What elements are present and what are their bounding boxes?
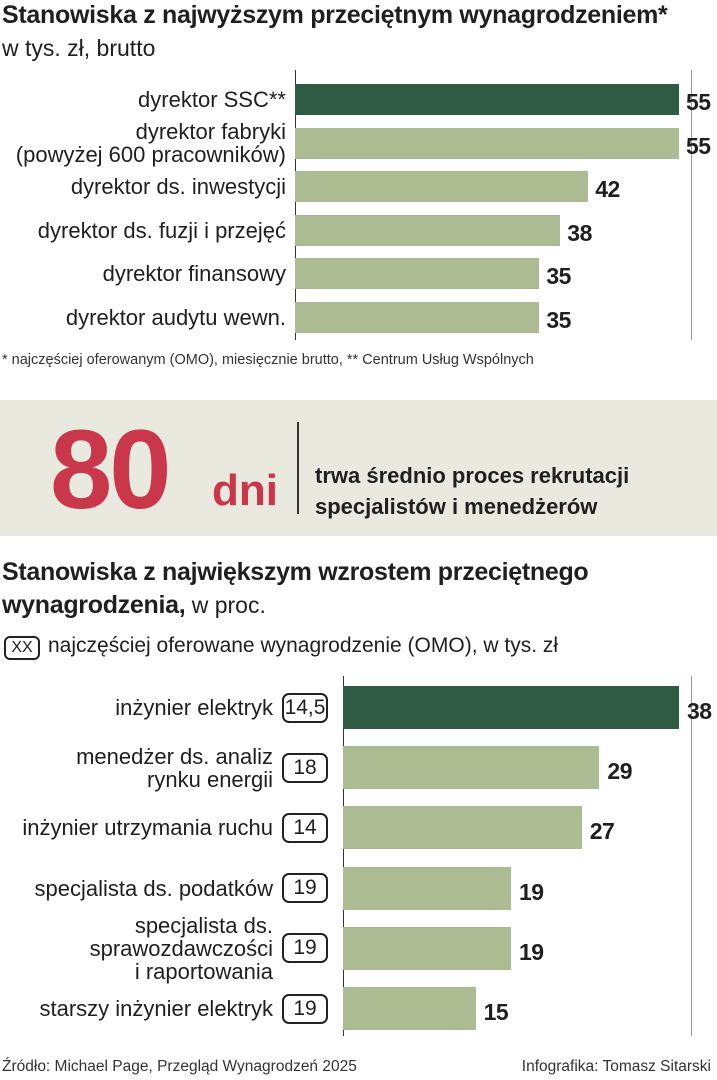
bar xyxy=(343,686,679,729)
category-label-line: dyrektor SSC** xyxy=(138,87,286,112)
chart1-footnote: * najczęściej oferowanym (OMO), miesięcz… xyxy=(2,352,534,368)
bar xyxy=(295,301,540,333)
category-label: dyrektor finansowy xyxy=(103,262,286,285)
bar-value-label: 35 xyxy=(546,263,571,289)
omo-value-box: 19 xyxy=(282,993,328,1024)
category-label: dyrektor SSC** xyxy=(138,88,286,111)
category-label-line: specjalista ds. podatków xyxy=(34,875,273,901)
omo-value-box: 18 xyxy=(282,752,328,783)
category-label-line: specjalista ds. xyxy=(134,912,273,938)
omo-value-box: 19 xyxy=(282,933,328,964)
category-label-line: dyrektor finansowy xyxy=(102,261,286,286)
omo-value-box: 19 xyxy=(282,873,328,904)
category-label-line: rynku energii xyxy=(147,766,273,792)
category-label: starszy inżynier elektryk xyxy=(39,997,273,1020)
category-label-line: dyrektor ds. inwestycji xyxy=(70,174,286,199)
category-label: dyrektor ds. fuzji i przejęć xyxy=(38,219,286,242)
bar-value-label: 38 xyxy=(687,698,712,724)
legend-box: XX xyxy=(4,636,40,660)
legend-text: najczęściej oferowane wynagrodzenie (OMO… xyxy=(48,634,559,657)
chart1-subtitle: w tys. zł, brutto xyxy=(2,35,156,61)
category-label-line: dyrektor ds. fuzji i przejęć xyxy=(37,217,286,243)
bar xyxy=(295,171,589,202)
chart1-axis-line xyxy=(295,70,296,340)
bar xyxy=(295,84,679,115)
category-label: menedżer ds. analiz rynku energii xyxy=(76,745,273,791)
category-label-line: (powyżej 600 pracowników) xyxy=(15,142,286,167)
bar-value-label: 35 xyxy=(546,306,571,333)
omo-value-box: 14 xyxy=(282,812,328,843)
recruitment-banner: 80 dni trwa średnio proces rekrutacji sp… xyxy=(0,400,717,536)
bar-value-label: 55 xyxy=(686,89,711,115)
category-label: dyrektor fabryki (powyżej 600 pracowników… xyxy=(16,120,286,166)
category-label-line: inżynier elektryk xyxy=(115,695,273,720)
category-label: dyrektor audytu wewn. xyxy=(66,306,286,329)
chart1-title: Stanowiska z najwyższym przeciętnym wyna… xyxy=(2,1,668,29)
bar xyxy=(295,214,561,246)
banner-text-line2: specjalistów i menedżerów xyxy=(315,494,598,519)
bar xyxy=(343,987,476,1030)
banner-text-line1: trwa średnio proces rekrutacji xyxy=(315,463,630,488)
category-label: inżynier elektryk xyxy=(115,696,273,719)
omo-value-box: 14,5 xyxy=(282,692,328,723)
bar-value-label: 19 xyxy=(519,938,544,965)
banner-unit: dni xyxy=(212,466,278,515)
bar xyxy=(343,866,511,910)
bar-value-label: 42 xyxy=(595,176,620,202)
bar xyxy=(295,127,679,159)
source-note: Źródło: Michael Page, Przegląd Wynagrodz… xyxy=(2,1058,357,1075)
category-label-line: sprawozdawczości xyxy=(89,935,273,961)
chart2-axis-line xyxy=(343,676,344,1036)
bar-value-label: 15 xyxy=(483,999,509,1025)
bar xyxy=(295,258,540,289)
chart2-title-bold: wynagrodzenia, xyxy=(2,591,186,619)
chart2-gridline xyxy=(691,676,692,1036)
category-label: dyrektor ds. inwestycji xyxy=(71,175,286,198)
bar-value-label: 29 xyxy=(607,758,632,785)
category-label-line: inżynier utrzymania ruchu xyxy=(22,815,273,841)
chart2-title-line2: wynagrodzenia, w proc. xyxy=(2,591,266,620)
banner-divider xyxy=(297,422,299,514)
bar xyxy=(343,806,582,850)
category-label: specjalista ds. sprawozdawczości i raporto… xyxy=(90,914,273,983)
banner-number: 80 xyxy=(50,407,172,532)
category-label: specjalista ds. podatków xyxy=(35,877,273,900)
bar xyxy=(343,926,511,970)
bar-value-label: 55 xyxy=(686,132,711,159)
banner-text: trwa średnio proces rekrutacji specjalis… xyxy=(315,460,629,522)
category-label: inżynier utrzymania ruchu xyxy=(22,816,273,839)
category-label-line: menedżer ds. analiz xyxy=(76,743,273,769)
bar-value-label: 19 xyxy=(519,878,544,905)
category-label-line: i raportowania xyxy=(134,958,273,984)
bar-value-label: 27 xyxy=(589,818,615,845)
credit-note: Infografika: Tomasz Sitarski xyxy=(521,1058,711,1075)
bar xyxy=(343,746,600,790)
category-label-line: starszy inżynier elektryk xyxy=(39,996,273,1021)
bar-value-label: 38 xyxy=(567,219,592,246)
category-label-line: dyrektor fabryki xyxy=(135,119,286,144)
chart2-title-line1: Stanowiska z największym wzrostem przeci… xyxy=(2,558,589,586)
chart2-plot: 38 14,5 inżynier elektryk 29 18 menedżer ds. … xyxy=(0,676,717,1046)
chart1-plot: 55 dyrektor SSC** 55 dyrektor fabryki (powyż… xyxy=(0,70,717,345)
chart1-gridline xyxy=(691,70,692,340)
chart2-title-unit: w proc. xyxy=(185,592,266,618)
category-label-line: dyrektor audytu wewn. xyxy=(65,304,286,330)
